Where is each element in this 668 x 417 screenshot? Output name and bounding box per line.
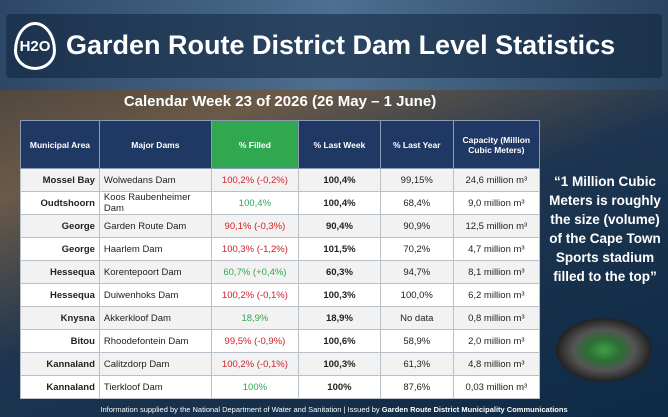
table-cell: Hessequa bbox=[21, 261, 100, 284]
stadium-image bbox=[556, 318, 652, 382]
table-cell: 100,3% (-1,2%) bbox=[211, 238, 298, 261]
title: Garden Route District Dam Level Statisti… bbox=[66, 30, 666, 61]
table-cell: Akkerkloof Dam bbox=[99, 307, 211, 330]
table-cell: Koos Raubenheimer Dam bbox=[99, 192, 211, 215]
table-cell: Kannaland bbox=[21, 353, 100, 376]
table-cell: 60,3% bbox=[298, 261, 380, 284]
table-cell: Hessequa bbox=[21, 284, 100, 307]
table-cell: 100,6% bbox=[298, 330, 380, 353]
table-cell: 12,5 million m³ bbox=[453, 215, 539, 238]
table-cell: 70,2% bbox=[380, 238, 453, 261]
table-cell: 9,0 million m³ bbox=[453, 192, 539, 215]
table-cell: 90,9% bbox=[380, 215, 453, 238]
table-cell: Oudtshoorn bbox=[21, 192, 100, 215]
footer-source: Information supplied by the National Dep… bbox=[100, 405, 379, 414]
table-cell: 100,4% bbox=[211, 192, 298, 215]
table-cell: 0,03 million m³ bbox=[453, 376, 539, 399]
table-cell: 100,3% bbox=[298, 284, 380, 307]
side-note: “1 Million Cubic Meters is roughly the s… bbox=[548, 172, 662, 286]
column-header: Major Dams bbox=[99, 121, 211, 169]
table-cell: 18,9% bbox=[211, 307, 298, 330]
table-cell: 100,2% (-0,2%) bbox=[211, 169, 298, 192]
subtitle: Calendar Week 23 of 2026 (26 May – 1 Jun… bbox=[20, 93, 540, 110]
table-cell: No data bbox=[380, 307, 453, 330]
table-cell: 4,8 million m³ bbox=[453, 353, 539, 376]
table-cell: 60,7% (+0,4%) bbox=[211, 261, 298, 284]
table-cell: Korentepoort Dam bbox=[99, 261, 211, 284]
table-cell: George bbox=[21, 215, 100, 238]
table-cell: 94,7% bbox=[380, 261, 453, 284]
table-cell: Tierkloof Dam bbox=[99, 376, 211, 399]
table-cell: 0,8 million m³ bbox=[453, 307, 539, 330]
table-cell: 100,2% (-0,1%) bbox=[211, 284, 298, 307]
table-cell: 61,3% bbox=[380, 353, 453, 376]
table-cell: 68,4% bbox=[380, 192, 453, 215]
infographic: H2O Garden Route District Dam Level Stat… bbox=[0, 0, 668, 417]
column-header: % Last Week bbox=[298, 121, 380, 169]
footer: Information supplied by the National Dep… bbox=[0, 405, 668, 414]
table-cell: Knysna bbox=[21, 307, 100, 330]
table-cell: 99,5% (-0,9%) bbox=[211, 330, 298, 353]
table-cell: Calitzdorp Dam bbox=[99, 353, 211, 376]
table-cell: 100,0% bbox=[380, 284, 453, 307]
table-cell: Haarlem Dam bbox=[99, 238, 211, 261]
table-cell: 24,6 million m³ bbox=[453, 169, 539, 192]
table-cell: 101,5% bbox=[298, 238, 380, 261]
table-cell: Rhoodefontein Dam bbox=[99, 330, 211, 353]
table-cell: 18,9% bbox=[298, 307, 380, 330]
table-cell: Kannaland bbox=[21, 376, 100, 399]
column-header: % Last Year bbox=[380, 121, 453, 169]
table-cell: 100% bbox=[298, 376, 380, 399]
table-cell: Garden Route Dam bbox=[99, 215, 211, 238]
table-cell: 100,4% bbox=[298, 169, 380, 192]
table-cell: Mossel Bay bbox=[21, 169, 100, 192]
table-cell: 8,1 million m³ bbox=[453, 261, 539, 284]
table-cell: Wolwedans Dam bbox=[99, 169, 211, 192]
table-cell: 87,6% bbox=[380, 376, 453, 399]
footer-issuer: Garden Route District Municipality Commu… bbox=[382, 405, 568, 414]
table-cell: 100% bbox=[211, 376, 298, 399]
table-cell: Duiwenhoks Dam bbox=[99, 284, 211, 307]
table-cell: 4,7 million m³ bbox=[453, 238, 539, 261]
table-cell: 100,4% bbox=[298, 192, 380, 215]
table-cell: 2,0 million m³ bbox=[453, 330, 539, 353]
column-header: Municipal Area bbox=[21, 121, 100, 169]
table-cell: 6,2 million m³ bbox=[453, 284, 539, 307]
column-header: % Filled bbox=[211, 121, 298, 169]
table-cell: 58,9% bbox=[380, 330, 453, 353]
table-cell: 90,4% bbox=[298, 215, 380, 238]
column-header: Capacity (Million Cubic Meters) bbox=[453, 121, 539, 169]
table-cell: 90,1% (-0,3%) bbox=[211, 215, 298, 238]
table-cell: George bbox=[21, 238, 100, 261]
table-cell: 100,3% bbox=[298, 353, 380, 376]
table-cell: Bitou bbox=[21, 330, 100, 353]
table-cell: 99,15% bbox=[380, 169, 453, 192]
table-cell: 100,2% (-0,1%) bbox=[211, 353, 298, 376]
